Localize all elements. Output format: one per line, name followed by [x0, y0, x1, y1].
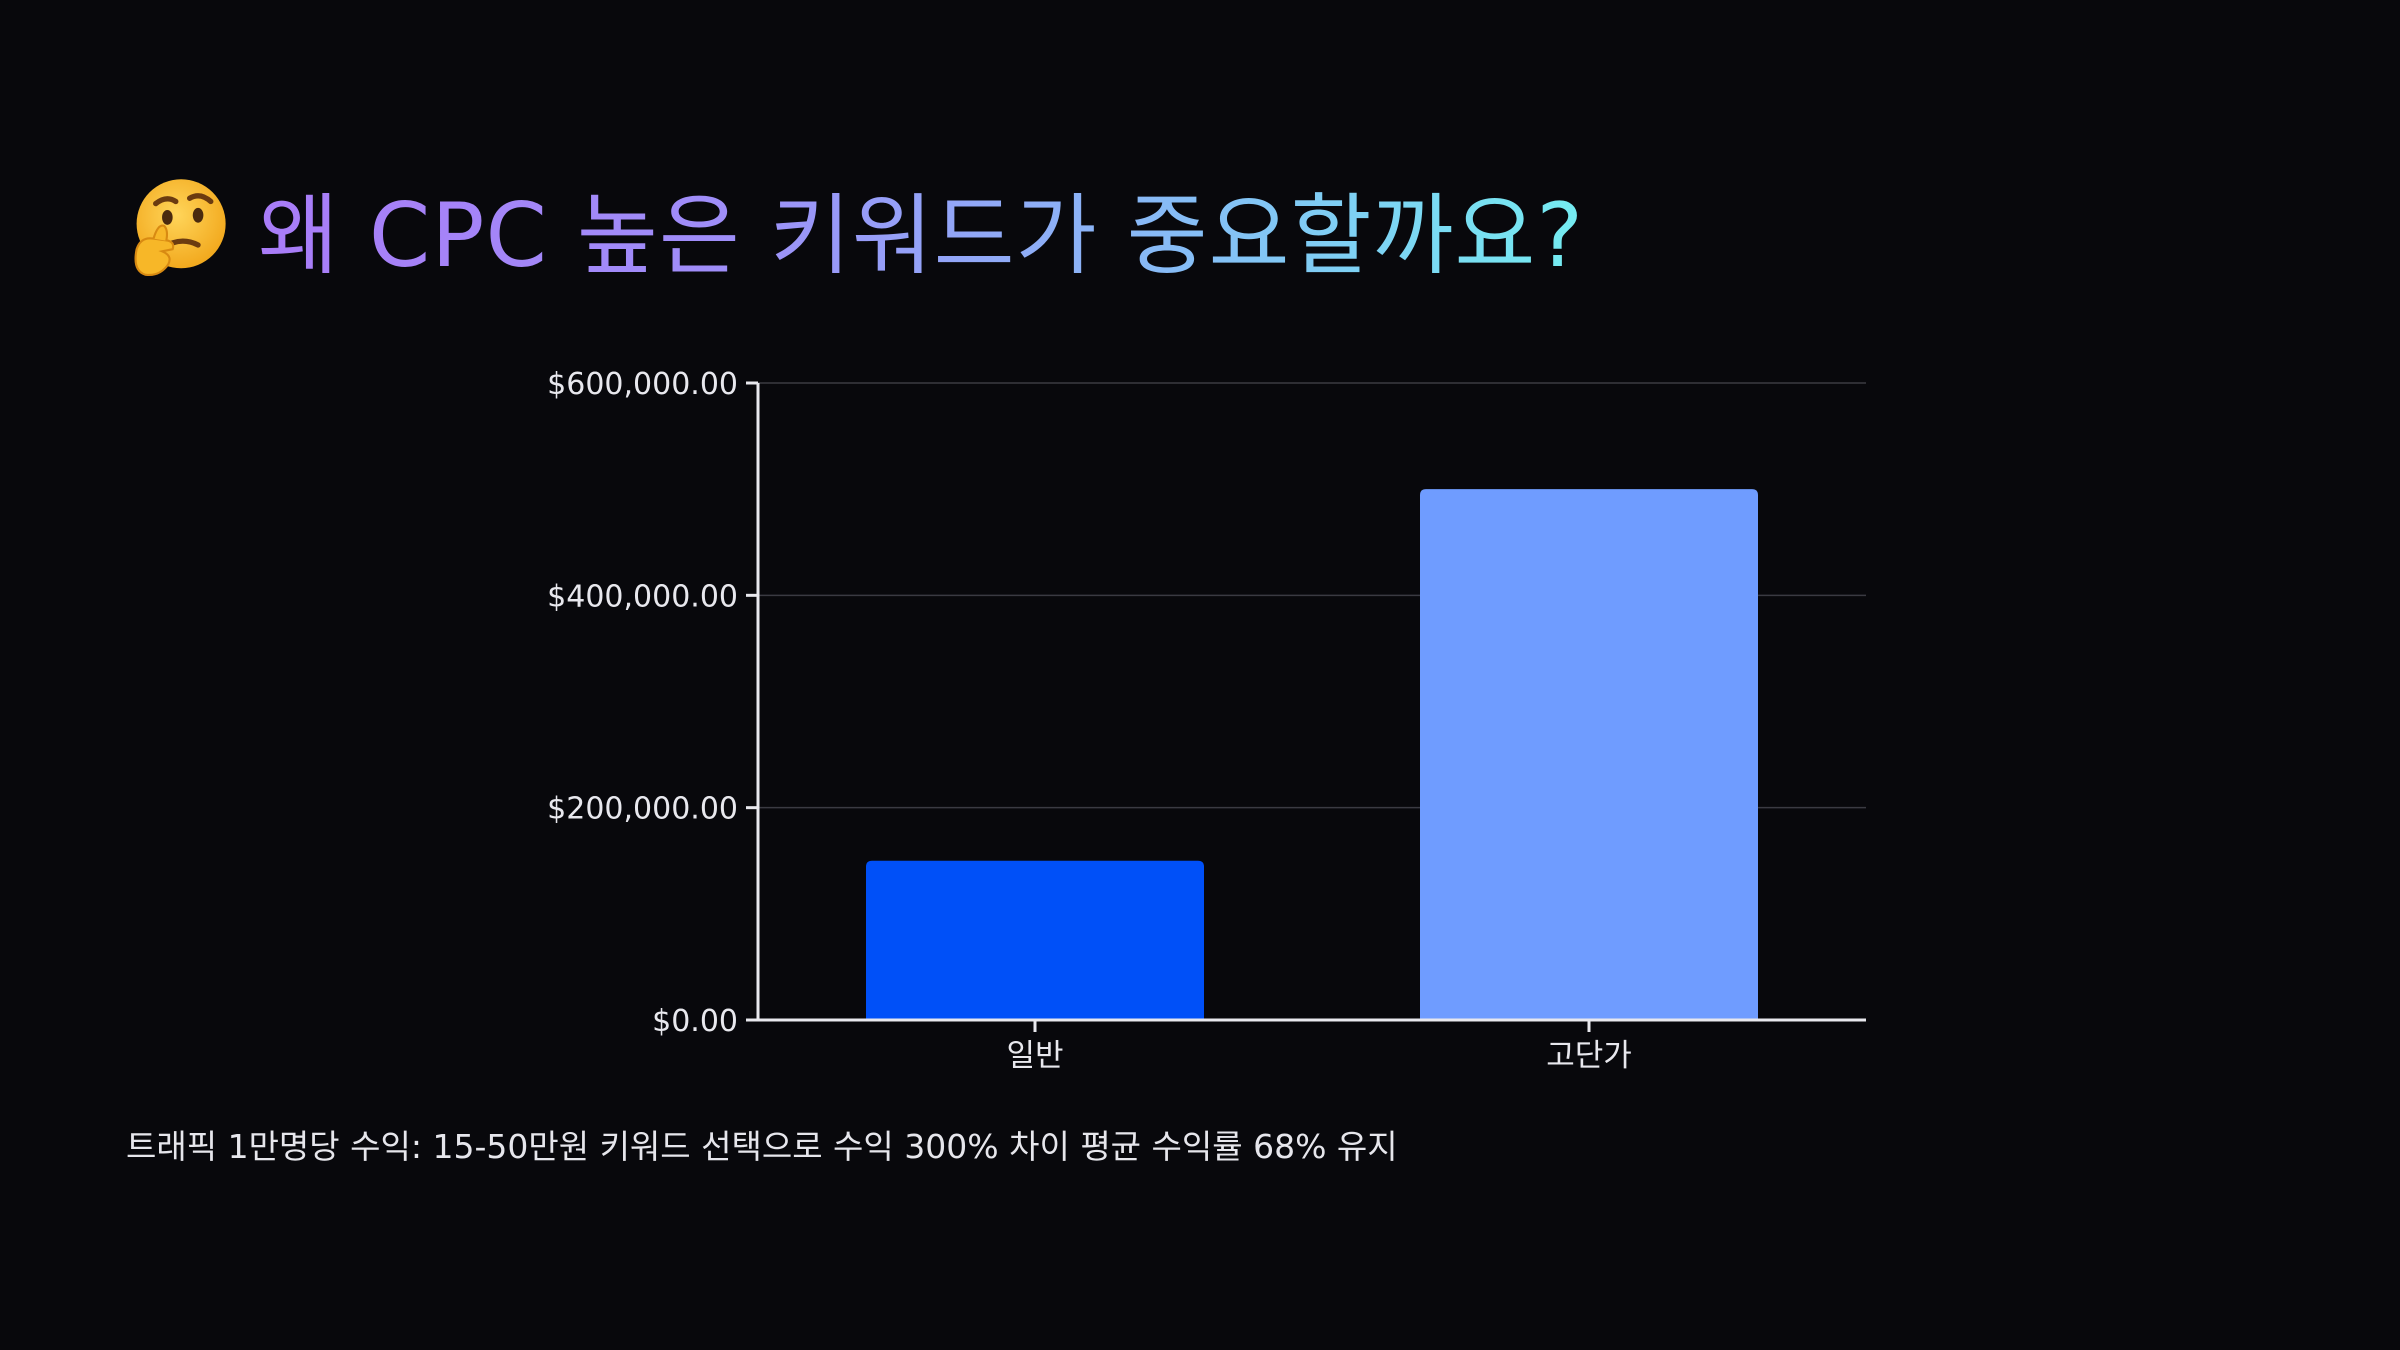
- x-axis-ticks: 일반 고단가: [1006, 1020, 1632, 1074]
- chart-axes: [756, 383, 1866, 1022]
- bar-1: [866, 860, 1204, 1020]
- bar-2: [1420, 489, 1758, 1021]
- page-title: 왜 CPC 높은 키워드가 중요할까요?: [126, 168, 1584, 288]
- y-tick-label: $0.00: [652, 1004, 738, 1039]
- y-tick-label: $600,000.00: [547, 367, 738, 402]
- chart-bars: [866, 489, 1758, 1021]
- y-axis-ticks: $0.00 $200,000.00 $400,000.00 $600,000.00: [547, 367, 758, 1039]
- title-text: 왜 CPC 높은 키워드가 중요할까요?: [258, 165, 1584, 292]
- y-tick-label: $400,000.00: [547, 579, 738, 614]
- chart-caption: 트래픽 1만명당 수익: 15-50만원 키워드 선택으로 수익 300% 차이…: [126, 1127, 1398, 1166]
- thinking-face-icon: [134, 179, 226, 276]
- y-tick-label: $200,000.00: [547, 792, 738, 827]
- x-tick-label: 일반: [1006, 1038, 1063, 1074]
- x-tick-label: 고단가: [1546, 1038, 1632, 1074]
